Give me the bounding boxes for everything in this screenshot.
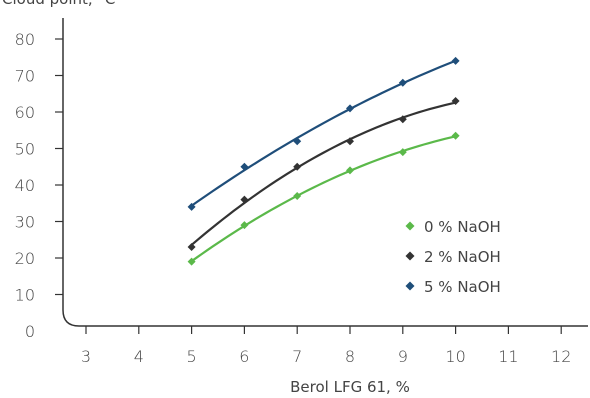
x-tick-label: 6: [239, 347, 249, 366]
data-point-marker: [346, 104, 354, 113]
y-tick-label: 40: [15, 176, 35, 195]
series-points: [187, 56, 460, 266]
x-tick-label: 4: [134, 347, 144, 366]
y-tick-label: 50: [15, 140, 35, 159]
data-point-marker: [240, 162, 249, 171]
data-point-marker: [398, 78, 407, 87]
data-point-marker: [293, 137, 302, 146]
x-tick-label: 8: [345, 347, 355, 366]
data-point-marker: [451, 131, 460, 140]
data-point-marker: [451, 97, 460, 106]
x-tick-label: 7: [292, 347, 302, 366]
series-line-2: [190, 59, 457, 207]
legend-marker: [405, 221, 415, 231]
data-point-marker: [346, 137, 354, 146]
x-tick-group: 3 4 5 6 7 8 9 10 11 12: [81, 326, 571, 366]
y-tick-label: 10: [15, 286, 35, 305]
y-tick-label: 70: [15, 67, 35, 86]
axis-lines: [62, 18, 588, 327]
data-point-marker: [293, 162, 302, 171]
data-point-marker: [240, 195, 249, 204]
legend-marker: [405, 251, 415, 261]
y-tick-label: 20: [15, 249, 35, 268]
y-tick-label: 60: [15, 103, 35, 122]
data-point-marker: [293, 191, 302, 200]
legend-label: 0 % NaOH: [424, 218, 501, 236]
data-point-marker: [398, 115, 407, 124]
x-tick-label: 3: [81, 347, 91, 366]
y-tick-label: 80: [15, 30, 35, 49]
data-point-marker: [346, 166, 354, 175]
data-point-marker: [451, 56, 460, 65]
legend-marker: [405, 281, 415, 291]
y-tick-group: 0 10 20 30 40 50 60 70 80: [15, 30, 63, 341]
series-lines: [190, 59, 457, 263]
series-line-0: [190, 135, 456, 263]
y-tick-label: 30: [15, 213, 35, 232]
data-point-marker: [398, 148, 407, 157]
data-point-marker: [240, 221, 249, 230]
y-axis-label: Cloud point, °C: [2, 0, 115, 8]
data-point-marker: [187, 257, 196, 266]
series-line-1: [190, 101, 456, 246]
y-tick-label: 0: [25, 322, 35, 341]
x-tick-label: 9: [398, 347, 408, 366]
legend-label: 5 % NaOH: [424, 278, 501, 296]
x-tick-label: 5: [187, 347, 197, 366]
legend: 0 % NaOH 2 % NaOH 5 % NaOH: [405, 218, 501, 296]
data-point-marker: [187, 202, 196, 211]
legend-label: 2 % NaOH: [424, 248, 501, 266]
x-tick-label: 11: [498, 347, 518, 366]
x-tick-label: 12: [551, 347, 571, 366]
x-tick-label: 10: [445, 347, 465, 366]
x-axis-label: Berol LFG 61, %: [290, 378, 410, 396]
data-point-marker: [187, 243, 196, 252]
